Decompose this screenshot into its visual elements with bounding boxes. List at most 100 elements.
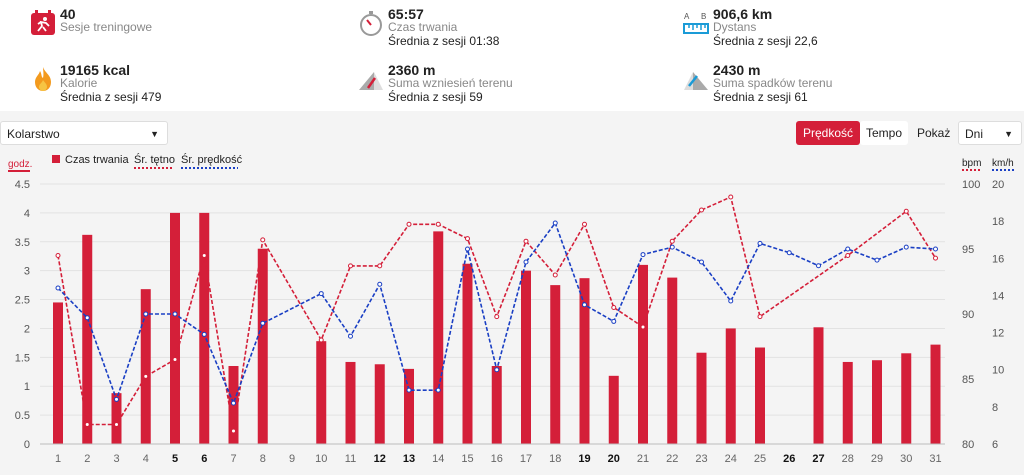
- duration-bar: [404, 368, 414, 444]
- duration-bar: [140, 289, 151, 444]
- stopwatch-icon: [360, 11, 382, 36]
- heart-rate-point: [377, 263, 383, 269]
- speed-point: [523, 259, 529, 265]
- stat-label: Czas trwania: [388, 20, 458, 34]
- left-axis-tick-label: 1: [24, 381, 30, 393]
- period-select[interactable]: Dni ▼: [958, 121, 1022, 145]
- heart-rate-point: [494, 314, 500, 320]
- x-axis-tick-label: 5: [172, 453, 178, 465]
- heart-rate-point: [406, 221, 412, 227]
- x-axis-tick-label: 20: [608, 453, 620, 465]
- duration-bar: [696, 352, 707, 444]
- speed-point: [728, 298, 734, 304]
- speed-point: [757, 240, 763, 246]
- chart-legend: Czas trwania Śr. tętno Śr. prędkość: [52, 153, 243, 169]
- x-axis-tick-label: 15: [461, 453, 473, 465]
- speed-point: [143, 311, 149, 317]
- duration-bar: [199, 212, 210, 444]
- show-label: Pokaż: [917, 126, 951, 140]
- heart-rate-point: [757, 314, 763, 320]
- duration-bar: [170, 212, 180, 444]
- x-axis-tick-label: 3: [113, 453, 119, 465]
- stat-average: Średnia z sesji 22,6: [713, 34, 818, 48]
- stat-calories: 19165 kcal Kalorie Średnia z sesji 479: [30, 62, 330, 110]
- heart-rate-point: [523, 238, 529, 244]
- bpm-axis-tick-label: 85: [962, 374, 974, 386]
- descent-icon: [684, 72, 708, 90]
- duration-bar: [667, 277, 678, 444]
- duration-bar: [53, 302, 63, 444]
- stat-sessions: 40 Sesje treningowe: [30, 6, 330, 54]
- speed-point: [552, 220, 558, 226]
- left-axis-tick-label: 2: [24, 323, 30, 335]
- bpm-axis-tick-label: 100: [962, 179, 980, 191]
- speed-point: [903, 244, 909, 250]
- speed-point: [640, 252, 646, 258]
- duration-bar: [842, 361, 853, 444]
- x-axis-tick-label: 16: [491, 453, 503, 465]
- stat-average: Średnia z sesji 61: [713, 90, 808, 104]
- speed-point: [377, 281, 383, 287]
- speed-point: [494, 367, 500, 373]
- duration-bar: [345, 361, 356, 444]
- speed-point: [84, 315, 90, 321]
- x-axis-tick-label: 10: [315, 453, 327, 465]
- x-axis-tick-label: 29: [871, 453, 883, 465]
- heart-rate-point: [728, 194, 734, 200]
- speed-button[interactable]: Prędkość: [796, 121, 860, 145]
- stat-average: Średnia z sesji 479: [60, 90, 162, 104]
- speed-line: [57, 221, 936, 406]
- bpm-axis-tick-label: 95: [962, 244, 974, 256]
- pace-button[interactable]: Tempo: [860, 121, 908, 145]
- heart-rate-point: [552, 272, 558, 278]
- speed-point: [874, 257, 880, 263]
- svg-text:A: A: [684, 12, 690, 21]
- stat-value: 2430 m: [713, 62, 761, 78]
- duration-bar: [755, 347, 765, 444]
- kmh-axis-unit: km/h: [992, 158, 1014, 169]
- speed-point: [435, 387, 441, 393]
- stat-duration: 65:57 Czas trwania Średnia z sesji 01:38: [358, 6, 658, 54]
- kmh-axis-tick-label: 18: [992, 216, 1004, 228]
- duration-bar: [521, 270, 531, 444]
- speed-point: [55, 285, 61, 291]
- bpm-axis-unit: bpm: [962, 158, 981, 169]
- x-axis-tick-label: 24: [725, 453, 737, 465]
- speed-point: [786, 250, 792, 256]
- x-axis-tick-label: 4: [143, 453, 149, 465]
- heart-rate-point: [143, 373, 149, 379]
- speed-point: [845, 246, 851, 252]
- stat-average: Średnia z sesji 01:38: [388, 34, 500, 48]
- speed-point: [348, 333, 353, 339]
- x-axis-tick-label: 30: [900, 453, 912, 465]
- x-axis-tick-label: 12: [374, 453, 386, 465]
- speed-point: [611, 318, 617, 324]
- sport-select[interactable]: Kolarstwo ▼: [0, 121, 168, 145]
- left-axis-tick-label: 0: [24, 439, 30, 451]
- x-axis-tick-label: 6: [201, 453, 207, 465]
- stat-value: 906,6 km: [713, 6, 773, 22]
- x-axis-tick-label: 18: [549, 453, 561, 465]
- ascent-icon: [359, 72, 383, 90]
- left-axis-tick-label: 3.5: [15, 237, 30, 249]
- x-axis-tick-label: 25: [754, 453, 766, 465]
- speed-point: [172, 311, 178, 317]
- x-axis-tick-label: 11: [345, 453, 356, 465]
- summary-stats: 40 Sesje treningowe 65:57 Czas trwania Ś…: [0, 0, 1024, 110]
- stat-label: Suma spadków terenu: [713, 76, 833, 90]
- x-axis-tick-label: 31: [929, 453, 941, 465]
- kmh-axis-tick-label: 6: [992, 439, 998, 451]
- legend-duration: Czas trwania: [65, 154, 129, 166]
- heart-rate-point: [435, 221, 441, 227]
- heart-rate-point: [611, 305, 617, 310]
- heart-rate-point: [699, 207, 704, 213]
- left-axis-unit: godz.: [8, 159, 32, 170]
- x-axis-tick-label: 27: [812, 453, 824, 465]
- x-axis-tick-label: 17: [520, 453, 532, 465]
- heart-rate-point: [640, 324, 646, 330]
- heart-rate-point: [318, 337, 324, 343]
- left-axis-tick-label: 4.5: [15, 179, 30, 191]
- x-axis-tick-label: 8: [260, 453, 266, 465]
- heart-rate-point: [465, 236, 470, 242]
